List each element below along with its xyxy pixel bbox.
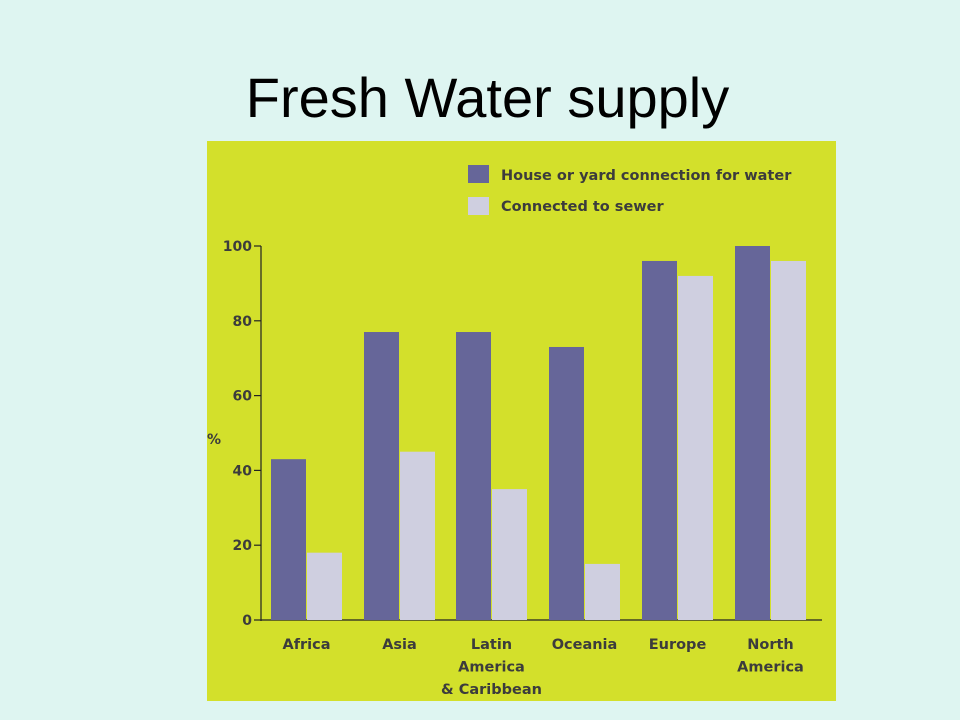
bar-sewer-4 [678, 275, 713, 620]
y-tick-label: 40 [233, 463, 253, 479]
x-category-label: Oceania [552, 637, 618, 653]
x-category-label: Asia [382, 637, 417, 653]
bar-sewer-5 [771, 260, 806, 620]
y-tick-label: 0 [242, 613, 252, 629]
y-tick-label: 80 [233, 314, 253, 330]
y-axis-label: % [207, 432, 221, 448]
bar-water-4 [642, 260, 677, 620]
y-tick-label: 100 [223, 239, 252, 255]
bar-water-5 [735, 246, 770, 620]
bar-sewer-3 [585, 563, 620, 620]
legend-swatch-sewer [468, 197, 489, 215]
legend-label-water: House or yard connection for water [501, 168, 792, 184]
bar-water-2 [456, 332, 491, 620]
x-category-label: Africa [282, 637, 330, 653]
x-category-label: Europe [649, 637, 707, 653]
bar-chart: 0 20 40 60 80 100% Africa Asia Latin America & Car… [207, 141, 836, 701]
y-tick-label: 20 [233, 538, 253, 554]
bar-sewer-1 [400, 451, 435, 620]
chart-panel: 0 20 40 60 80 100% Africa Asia Latin America & Car… [207, 141, 836, 701]
legend-label-sewer: Connected to sewer [501, 199, 665, 215]
x-category-label: North [747, 637, 794, 653]
legend-swatch-water [468, 165, 489, 183]
x-category-label: America [458, 660, 525, 676]
bar-water-3 [549, 346, 584, 620]
y-tick-label: 60 [233, 389, 253, 405]
bar-water-0 [271, 459, 306, 620]
bar-sewer-0 [307, 552, 342, 620]
x-category-label: & Caribbean [441, 682, 542, 698]
slide-title: Fresh Water supply [245, 66, 730, 129]
x-category-label: America [737, 660, 804, 676]
bar-water-1 [364, 332, 399, 620]
bar-sewer-2 [492, 489, 527, 620]
x-category-label: Latin [471, 637, 512, 653]
